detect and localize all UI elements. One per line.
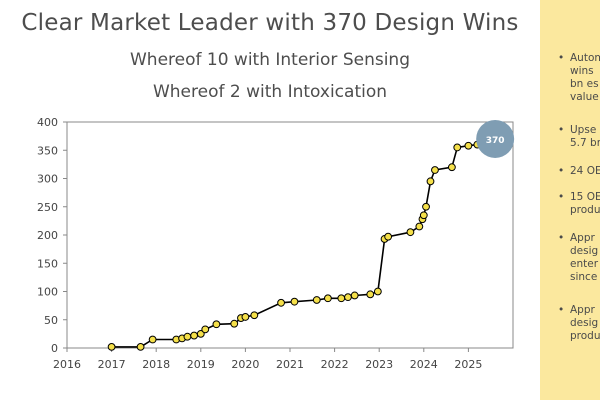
data-point: [431, 166, 439, 174]
sidebar-bullet-text: Upse 5.7 br: [570, 124, 600, 149]
subtitle-intoxication: Whereof 2 with Intoxication: [152, 82, 388, 102]
data-point: [373, 287, 382, 296]
bullet-icon: •: [558, 304, 565, 316]
data-point: [447, 163, 456, 172]
data-point: [422, 202, 430, 211]
y-tick-label: 300: [37, 173, 58, 186]
sidebar-bullet-text: Appr desig produ: [570, 304, 600, 342]
sidebar-bullet-text: 15 OE produ: [570, 191, 600, 216]
x-tick-label: 2019: [187, 358, 215, 371]
data-point: [384, 232, 393, 241]
design-wins-line: [111, 143, 478, 348]
x-tick-label: 2021: [276, 358, 304, 371]
data-point: [212, 320, 221, 329]
bullet-icon: •: [558, 52, 565, 64]
data-point: [230, 319, 239, 328]
y-tick-label: 400: [37, 116, 58, 129]
y-tick-label: 150: [37, 257, 58, 270]
subtitle-interior-sensing: Whereof 10 with Interior Sensing: [129, 50, 410, 70]
data-point: [241, 313, 250, 321]
data-point: [453, 143, 462, 152]
data-point: [277, 298, 285, 307]
data-point: [366, 290, 375, 299]
x-tick-label: 2020: [231, 358, 259, 371]
data-point: [196, 329, 205, 338]
plot-area: [66, 121, 514, 349]
y-tick-label: 0: [51, 342, 58, 355]
data-point: [344, 293, 352, 302]
bullet-icon: •: [558, 232, 565, 244]
data-point: [107, 342, 116, 351]
x-tick-label: 2018: [142, 358, 170, 371]
data-point: [464, 141, 473, 150]
data-point: [148, 335, 157, 344]
y-tick-label: 200: [37, 229, 58, 242]
data-point: [250, 311, 259, 320]
x-tick-label: 2017: [98, 358, 126, 371]
y-tick-label: 100: [37, 286, 58, 299]
data-point: [426, 177, 435, 186]
x-tick-label: 2022: [321, 358, 349, 371]
sidebar-bullet-text: 24 OE: [570, 165, 600, 177]
data-point: [190, 331, 199, 340]
total-badge: [476, 119, 515, 158]
x-tick-label: 2016: [53, 358, 81, 371]
bullet-icon: •: [558, 191, 565, 203]
page-title: Clear Market Leader with 370 Design Wins: [21, 10, 519, 36]
data-point: [415, 222, 424, 231]
bullet-icon: •: [558, 165, 565, 177]
data-point: [183, 332, 192, 341]
data-point: [312, 296, 321, 304]
data-point: [290, 297, 299, 306]
data-point: [201, 325, 210, 334]
data-point: [419, 211, 428, 220]
x-tick-label: 2025: [454, 358, 482, 371]
design-wins-chart: 0 50 100 150 200 250 300 350 400 2016 2017 2018 201…: [37, 116, 515, 371]
sidebar-bullet-text: Autom wins bn es value: [570, 52, 600, 103]
y-tick-label: 250: [37, 201, 58, 214]
data-point: [350, 291, 359, 300]
bullet-icon: •: [558, 124, 565, 136]
data-point: [136, 342, 145, 351]
x-tick-label: 2023: [365, 358, 393, 371]
data-point: [337, 294, 346, 303]
data-point: [406, 228, 415, 237]
y-tick-label: 350: [37, 144, 58, 157]
data-point: [324, 294, 332, 303]
total-badge-label: 370: [486, 136, 505, 146]
sidebar-panel: • Autom wins bn es value • Upse 5.7 br • 24 OE • 15…: [540, 0, 600, 400]
x-tick-label: 2024: [410, 358, 438, 371]
sidebar-bullet-text: Appr desig enter since: [570, 232, 599, 283]
y-tick-label: 50: [44, 314, 58, 327]
